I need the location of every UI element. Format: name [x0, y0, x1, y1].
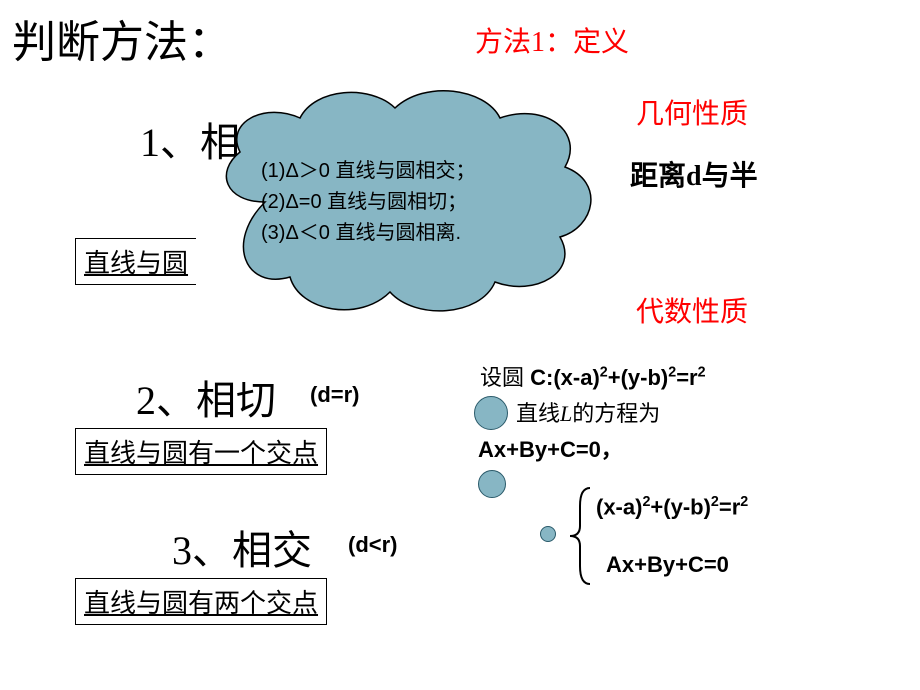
page-title: 判断方法： [12, 6, 232, 70]
linear-eq: Ax+By+C=0， [478, 432, 623, 464]
cloud-line1: (1)Δ＞0 直线与圆相交； [261, 156, 475, 187]
method1-label: 方法1：定义 [475, 20, 629, 60]
item3-condition: (d<r) [348, 532, 398, 558]
circle-bullet-3 [540, 526, 556, 542]
circle-bullet-1 [474, 396, 508, 430]
brace-icon [566, 486, 596, 586]
item2-heading: 2、相切 [136, 368, 276, 426]
cloud-line2: (2)Δ=0 直线与圆相切； [261, 187, 475, 218]
cloud-text: (1)Δ＞0 直线与圆相交； (2)Δ=0 直线与圆相切； (3)Δ＜0 直线与… [261, 156, 475, 249]
item3-box: 直线与圆有两个交点 [75, 578, 327, 625]
cloud-callout: (1)Δ＞0 直线与圆相交； (2)Δ=0 直线与圆相切； (3)Δ＜0 直线与… [185, 72, 615, 342]
brace-eq2: Ax+By+C=0 [606, 552, 729, 578]
line-l: L [560, 401, 572, 426]
method3-label: 代数性质 [636, 290, 748, 330]
setcircle-pre: 设圆 [480, 365, 530, 390]
line-post: 的方程为 [572, 401, 660, 426]
method2-extra: 距离d与半 [630, 154, 758, 194]
setcircle-eq: C:(x-a)2+(y-b)2=r2 [530, 365, 705, 390]
cloud-line3: (3)Δ＜0 直线与圆相离. [261, 218, 475, 249]
brace-eq1: (x-a)2+(y-b)2=r2 [596, 494, 748, 520]
setcircle-line: 设圆 C:(x-a)2+(y-b)2=r2 [480, 360, 706, 392]
item2-box: 直线与圆有一个交点 [75, 428, 327, 475]
item1-box: 直线与圆 [75, 238, 196, 285]
method2-label: 几何性质 [636, 92, 748, 132]
item3-heading: 3、相交 [172, 518, 312, 576]
item2-condition: (d=r) [310, 382, 360, 408]
line-eq-line: 直线L的方程为 [516, 396, 660, 428]
line-pre: 直线 [516, 401, 560, 426]
circle-bullet-2 [478, 470, 506, 498]
